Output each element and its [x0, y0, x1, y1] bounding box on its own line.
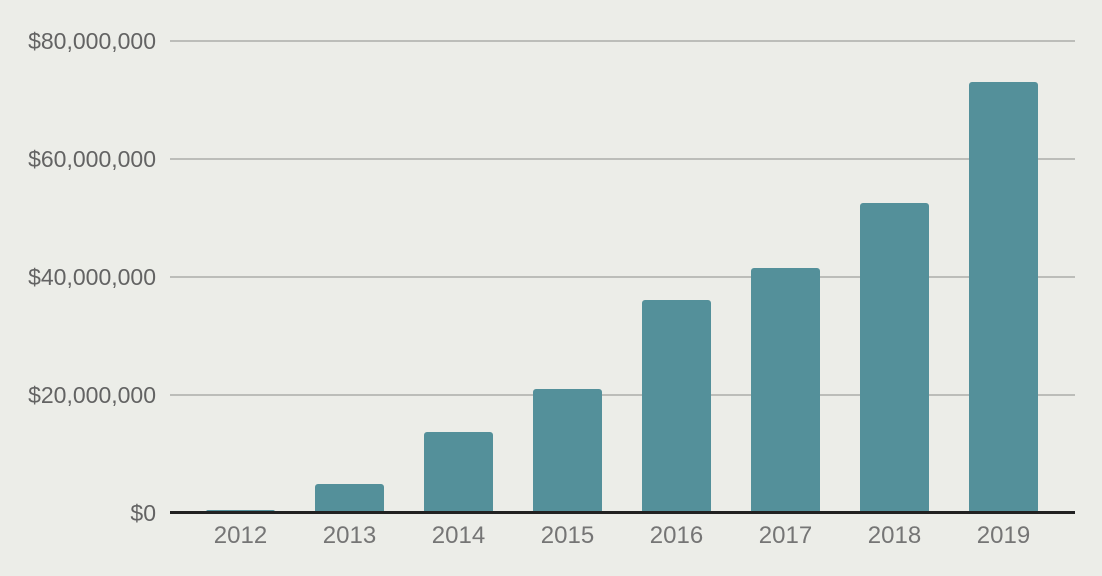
bar-2014	[424, 431, 493, 513]
gridline	[170, 393, 1075, 396]
gridline	[170, 275, 1075, 278]
x-tick-label-2015: 2015	[540, 522, 595, 549]
y-tick-label: $20,000,000	[28, 381, 156, 408]
gridline	[170, 157, 1075, 160]
y-tick-label: $0	[130, 499, 156, 526]
y-tick-label: $40,000,000	[28, 263, 156, 290]
bar-2017	[751, 268, 820, 513]
x-tick-label-2014: 2014	[431, 522, 486, 549]
x-tick-label-2017: 2017	[758, 522, 813, 549]
y-tick-label: $80,000,000	[28, 27, 156, 54]
x-tick-label-2018: 2018	[867, 522, 922, 549]
x-tick-label-2013: 2013	[322, 522, 377, 549]
bar-2013	[315, 484, 384, 513]
bar-2019	[969, 81, 1038, 513]
x-tick-label-2019: 2019	[976, 522, 1031, 549]
bar-2018	[860, 203, 929, 513]
gridline	[170, 39, 1075, 42]
x-axis-line	[170, 511, 1075, 514]
bar-2016	[642, 300, 711, 513]
x-tick-label-2012: 2012	[213, 522, 268, 549]
x-tick-label-2016: 2016	[649, 522, 704, 549]
y-tick-label: $60,000,000	[28, 145, 156, 172]
bar-2015	[533, 388, 602, 513]
